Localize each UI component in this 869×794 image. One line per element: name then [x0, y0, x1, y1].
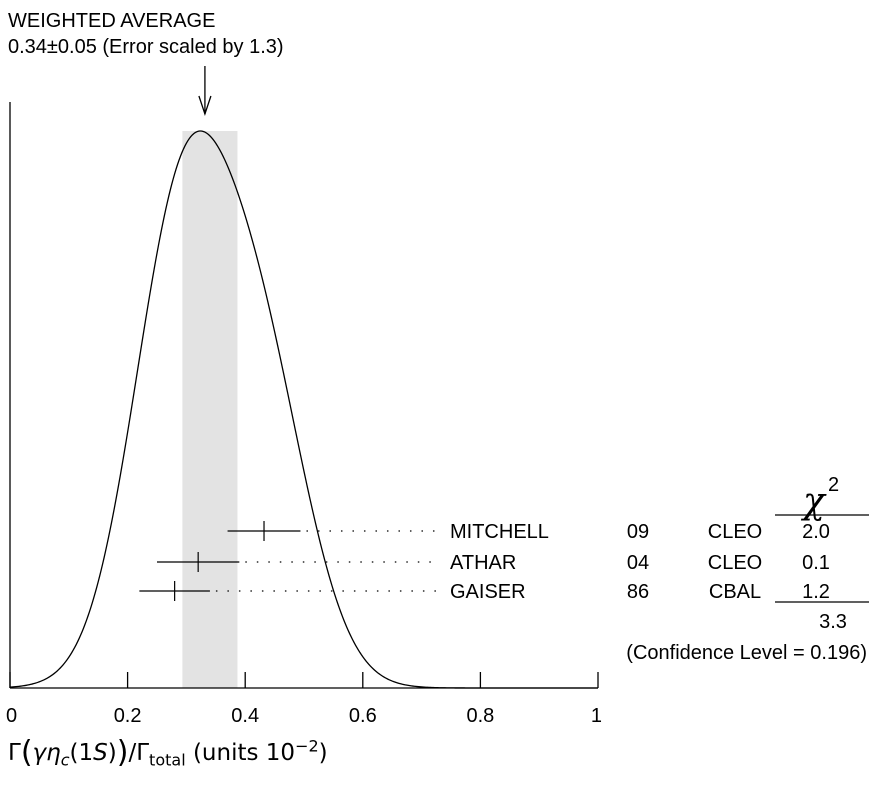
- measurement-row: ATHAR 04 CLEO 0.1: [157, 552, 830, 574]
- xlabel-state-close: ): [107, 740, 117, 766]
- measurement-row: MITCHELL 09 CLEO 2.0: [227, 521, 830, 543]
- confidence-level: (Confidence Level = 0.196): [626, 642, 867, 664]
- measurement-name: MITCHELL: [450, 521, 549, 543]
- xlabel-state-s: S: [93, 740, 108, 766]
- measurement-chi2: 2.0: [802, 521, 830, 543]
- measurement-row: GAISER 86 CBAL 1.2: [139, 581, 830, 603]
- x-tick-label: 0.6: [349, 705, 377, 727]
- measurement-rows: MITCHELL 09 CLEO 2.0 ATHAR 04 CLEO 0.1 GAISER 86 C…: [139, 521, 830, 603]
- ideogram-chart: 0 0.2 0.4 0.6 0.8 1 WEIGHTED AVERAGE 0.34±0.0…: [6, 10, 869, 727]
- x-tick-label: 0: [6, 705, 17, 727]
- xlabel-state: (1: [69, 740, 94, 766]
- weighted-average-band: [182, 131, 238, 688]
- chi2-header: χ: [800, 481, 827, 522]
- xlabel-slash: /Γ: [128, 740, 150, 766]
- x-tick-label: 0.8: [466, 705, 494, 727]
- title-block: WEIGHTED AVERAGE 0.34±0.05 (Error scaled…: [8, 10, 284, 117]
- measurement-year: 09: [627, 521, 649, 543]
- xlabel-total-sub: total: [149, 750, 186, 770]
- x-tick-label: 0.2: [114, 705, 142, 727]
- chi2-column: χ 2 3.3 (Confidence Level = 0.196): [626, 474, 869, 664]
- ideogram-curve: [9, 130, 598, 689]
- xlabel-units: (units 10: [185, 740, 296, 766]
- measurement-experiment: CBAL: [709, 581, 761, 603]
- xlabel-eta: η: [46, 740, 61, 766]
- measurement-name: GAISER: [450, 581, 526, 603]
- measurement-chi2: 1.2: [802, 581, 830, 603]
- weighted-average-arrow: [198, 66, 212, 117]
- plot-area: 0 0.2 0.4 0.6 0.8 1: [6, 102, 602, 727]
- xlabel-photon: γ: [32, 740, 47, 766]
- chart-title: WEIGHTED AVERAGE: [8, 10, 215, 32]
- measurement-year: 04: [627, 552, 649, 574]
- measurement-chi2: 0.1: [802, 552, 830, 574]
- chi2-total: 3.3: [819, 611, 847, 633]
- x-ticks: [9, 672, 599, 688]
- x-axis-label: Γ(γηc(1S))/Γtotal (units 10−2): [8, 735, 328, 770]
- xlabel-lparen: (: [20, 735, 33, 770]
- xlabel-gamma: Γ: [8, 740, 21, 766]
- measurement-experiment: CLEO: [708, 521, 762, 543]
- xlabel-units-exp: −2: [295, 736, 319, 756]
- xlabel-eta-sub: c: [60, 750, 70, 770]
- x-tick-labels: 0 0.2 0.4 0.6 0.8 1: [6, 705, 602, 727]
- chi2-header-exponent: 2: [828, 474, 839, 496]
- arrow-head: [198, 95, 212, 117]
- x-tick-label: 1: [591, 705, 602, 727]
- measurement-experiment: CLEO: [708, 552, 762, 574]
- measurement-year: 86: [627, 581, 649, 603]
- xlabel-rparen: ): [116, 735, 129, 770]
- xlabel-units-close: ): [318, 740, 328, 766]
- chart-subtitle: 0.34±0.05 (Error scaled by 1.3): [8, 36, 284, 58]
- x-tick-label: 0.4: [231, 705, 259, 727]
- measurement-name: ATHAR: [450, 552, 516, 574]
